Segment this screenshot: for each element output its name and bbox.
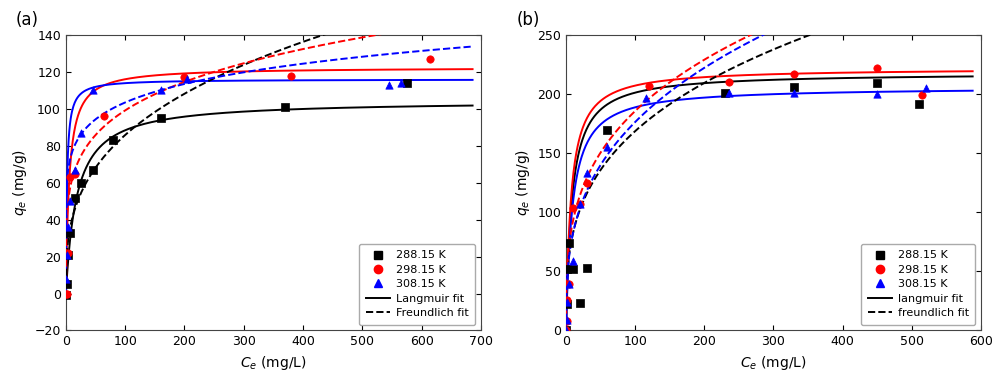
Legend: 288.15 K, 298.15 K, 308.15 K, langmuir fit, freundlich fit: 288.15 K, 298.15 K, 308.15 K, langmuir f… bbox=[861, 244, 975, 325]
Point bbox=[59, 281, 75, 287]
X-axis label: $C_e$ (mg/L): $C_e$ (mg/L) bbox=[240, 354, 307, 372]
Point bbox=[561, 282, 577, 288]
Point bbox=[559, 266, 575, 272]
Legend: 288.15 K, 298.15 K, 308.15 K, Langmuir fit, Freundlich fit: 288.15 K, 298.15 K, 308.15 K, Langmuir f… bbox=[359, 244, 474, 325]
Point bbox=[716, 90, 732, 96]
Text: (b): (b) bbox=[516, 11, 539, 29]
Point bbox=[559, 297, 575, 303]
Point bbox=[558, 327, 574, 334]
Point bbox=[105, 137, 121, 143]
Point bbox=[66, 167, 82, 173]
Point bbox=[720, 90, 736, 96]
Point bbox=[785, 84, 801, 90]
Point bbox=[558, 301, 574, 308]
Point bbox=[558, 317, 574, 323]
Point bbox=[913, 92, 929, 98]
Point bbox=[565, 266, 581, 272]
Point bbox=[572, 201, 588, 207]
Point bbox=[558, 327, 574, 334]
Point bbox=[58, 292, 74, 298]
Point bbox=[59, 290, 75, 296]
Point bbox=[72, 180, 88, 186]
Point bbox=[869, 65, 885, 71]
Point bbox=[869, 80, 885, 87]
Point bbox=[422, 56, 438, 62]
Point bbox=[637, 95, 653, 101]
Point bbox=[58, 290, 74, 296]
Point bbox=[60, 252, 76, 258]
Point bbox=[558, 327, 574, 334]
Point bbox=[572, 300, 588, 306]
Point bbox=[559, 299, 575, 305]
Point bbox=[572, 201, 588, 207]
Point bbox=[578, 170, 594, 176]
Point bbox=[277, 104, 293, 110]
Point bbox=[561, 282, 577, 288]
Point bbox=[62, 174, 78, 180]
Point bbox=[398, 80, 414, 86]
Text: (a): (a) bbox=[16, 11, 39, 29]
Point bbox=[599, 126, 615, 133]
Point bbox=[380, 82, 396, 88]
Point bbox=[578, 265, 594, 271]
Point bbox=[66, 195, 82, 201]
Point bbox=[60, 250, 76, 256]
Point bbox=[84, 167, 100, 173]
Point bbox=[58, 276, 74, 282]
Point bbox=[62, 229, 78, 236]
Point bbox=[180, 76, 196, 82]
Point bbox=[578, 180, 594, 186]
Point bbox=[785, 71, 801, 77]
Point bbox=[152, 87, 169, 93]
Point bbox=[869, 91, 885, 97]
Point bbox=[283, 72, 299, 79]
Point bbox=[785, 90, 801, 96]
Point bbox=[60, 224, 76, 230]
Point bbox=[96, 113, 112, 119]
Point bbox=[720, 79, 736, 85]
Point bbox=[72, 130, 88, 136]
Point bbox=[152, 115, 169, 121]
Point bbox=[558, 318, 574, 324]
Y-axis label: $q_e$ (mg/g): $q_e$ (mg/g) bbox=[514, 149, 532, 216]
Point bbox=[561, 240, 577, 246]
Point bbox=[62, 198, 78, 204]
Point bbox=[177, 74, 193, 80]
Point bbox=[565, 258, 581, 264]
Point bbox=[59, 252, 75, 258]
Point bbox=[640, 83, 656, 89]
Y-axis label: $q_e$ (mg/g): $q_e$ (mg/g) bbox=[11, 149, 29, 216]
Point bbox=[84, 87, 100, 93]
Point bbox=[910, 100, 926, 106]
Point bbox=[917, 85, 933, 91]
Point bbox=[565, 205, 581, 211]
Point bbox=[66, 170, 82, 177]
Point bbox=[599, 144, 615, 151]
Point bbox=[392, 80, 408, 86]
X-axis label: $C_e$ (mg/L): $C_e$ (mg/L) bbox=[739, 354, 806, 372]
